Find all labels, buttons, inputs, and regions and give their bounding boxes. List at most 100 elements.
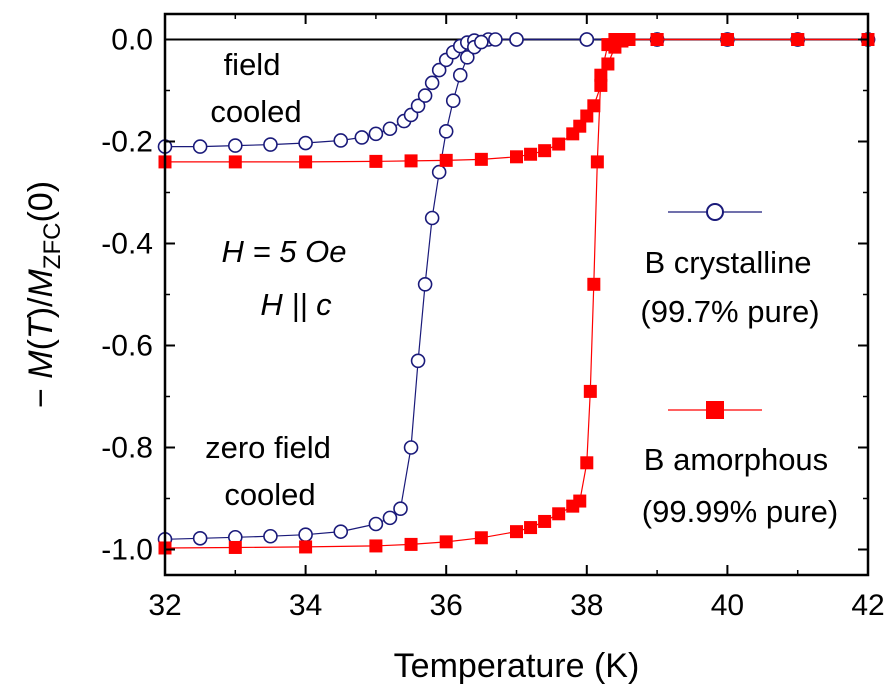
data-point-amorphous-zfc <box>228 540 242 554</box>
legend-marker-crystalline <box>706 203 724 221</box>
y-tick-label: -0.4 <box>101 228 153 261</box>
data-point-crystalline-zfc <box>509 32 524 47</box>
data-point-crystalline-zfc <box>579 32 595 47</box>
data-point-crystalline-fc <box>417 88 433 103</box>
data-point-amorphous-zfc <box>720 33 734 46</box>
data-point-crystalline-zfc <box>368 516 384 532</box>
data-point-crystalline-fc <box>228 138 243 153</box>
data-point-crystalline-zfc <box>424 210 440 226</box>
annotation-field: field <box>224 47 281 82</box>
data-point-amorphous-fc <box>552 137 566 151</box>
y-axis-title: − M(T)/MZFC(0) <box>22 181 66 408</box>
x-axis-title: Temperature (K) <box>394 647 640 685</box>
data-point-crystalline-fc <box>431 62 447 78</box>
data-point-crystalline-zfc <box>410 353 426 369</box>
data-point-crystalline-zfc <box>459 50 475 65</box>
annotation-field-cooled: cooled <box>210 94 301 129</box>
data-point-crystalline-fc <box>410 98 426 114</box>
data-point-crystalline-zfc <box>445 93 461 108</box>
data-point-amorphous-zfc <box>510 525 523 539</box>
x-tick-label: 32 <box>148 589 181 622</box>
x-tick-label: 38 <box>570 589 603 622</box>
data-point-crystalline-fc <box>192 139 208 154</box>
annotation-field-direction-text: H || c <box>260 287 332 322</box>
data-point-crystalline-zfc <box>333 524 349 539</box>
data-point-crystalline-zfc <box>192 530 208 546</box>
data-point-crystalline-zfc <box>431 164 447 180</box>
data-point-crystalline-fc <box>382 121 398 137</box>
data-point-amorphous-fc <box>474 152 488 166</box>
annotation-zero-field: zero field <box>205 430 331 465</box>
data-point-crystalline-zfc <box>474 34 489 50</box>
x-tick-label: 34 <box>289 589 322 622</box>
data-point-amorphous-fc <box>573 119 587 133</box>
data-point-crystalline-zfc <box>263 528 278 544</box>
data-point-amorphous-fc <box>369 154 383 168</box>
y-axis-title-t: T <box>22 316 60 339</box>
data-point-crystalline-fc <box>298 135 313 151</box>
data-point-amorphous-zfc <box>580 456 594 470</box>
data-point-crystalline-zfc <box>452 67 468 83</box>
data-point-crystalline-zfc <box>403 440 419 455</box>
data-point-amorphous-zfc <box>573 494 587 508</box>
annotation-field-direction: H || c <box>260 287 332 322</box>
legend-label-amorphous: B amorphous <box>644 442 828 477</box>
data-point-crystalline-zfc <box>382 510 398 526</box>
data-point-amorphous-fc <box>404 154 418 168</box>
data-point-amorphous-zfc <box>404 537 418 551</box>
data-point-crystalline-zfc <box>488 32 503 47</box>
data-point-crystalline-zfc <box>393 501 408 517</box>
y-axis-title-open: ( <box>22 338 60 350</box>
data-point-crystalline-zfc <box>438 124 454 139</box>
series-layer <box>157 32 876 555</box>
data-point-amorphous-zfc <box>369 539 383 553</box>
data-point-amorphous-zfc <box>587 277 601 291</box>
y-axis-title-m2: M <box>22 269 60 298</box>
y-axis-title-subscript: ZFC <box>39 223 66 270</box>
x-tick-label: 36 <box>430 589 463 622</box>
legend-label-crystalline-purity: (99.7% pure) <box>640 294 819 329</box>
y-tick-label: -0.6 <box>101 330 153 363</box>
data-point-amorphous-fc <box>524 147 538 161</box>
y-tick-label: -0.8 <box>101 432 153 465</box>
data-point-amorphous-zfc <box>583 384 597 398</box>
legend: B crystalline (99.7% pure) B amorphous (… <box>640 203 838 529</box>
data-point-amorphous-zfc <box>590 155 604 169</box>
legend-marker-amorphous <box>706 401 724 419</box>
y-axis-title-tail: (0) <box>22 181 60 223</box>
data-point-amorphous-fc <box>510 150 523 164</box>
data-point-crystalline-zfc <box>417 276 433 292</box>
data-point-amorphous-zfc <box>594 68 608 82</box>
data-point-amorphous-zfc <box>524 521 538 535</box>
y-axis-title-prefix: − <box>22 379 60 408</box>
data-point-crystalline-zfc <box>298 527 313 543</box>
y-axis-title-m: M <box>22 350 60 379</box>
data-point-amorphous-fc <box>228 155 242 169</box>
data-point-amorphous-zfc <box>439 535 453 549</box>
data-point-amorphous-zfc <box>622 33 636 46</box>
data-point-amorphous-zfc <box>650 33 664 46</box>
data-point-amorphous-zfc <box>538 514 552 528</box>
data-point-amorphous-fc <box>580 109 594 123</box>
y-tick-label: -0.2 <box>101 126 153 159</box>
data-point-crystalline-fc <box>354 130 370 145</box>
data-point-crystalline-fc <box>263 137 278 152</box>
data-point-amorphous-zfc <box>552 507 566 521</box>
data-point-crystalline-fc <box>424 75 440 91</box>
legend-label-amorphous-purity: (99.99% pure) <box>642 494 838 529</box>
data-point-amorphous-zfc <box>299 540 313 554</box>
ticks-layer <box>164 14 869 575</box>
data-point-amorphous-zfc <box>791 33 805 46</box>
data-point-amorphous-fc <box>299 155 313 169</box>
data-point-amorphous-fc <box>538 144 552 158</box>
annotation-zero-field-cooled: cooled <box>224 477 315 512</box>
data-point-amorphous-zfc <box>474 531 488 545</box>
data-point-crystalline-fc <box>333 133 349 148</box>
annotation-field-strength-text: H = 5 Oe <box>222 234 347 269</box>
data-point-crystalline-fc <box>368 126 384 142</box>
data-point-amorphous-fc <box>587 99 601 113</box>
x-tick-label: 42 <box>851 589 884 622</box>
y-axis-title-close: )/ <box>22 297 60 318</box>
data-point-amorphous-fc <box>439 153 453 167</box>
